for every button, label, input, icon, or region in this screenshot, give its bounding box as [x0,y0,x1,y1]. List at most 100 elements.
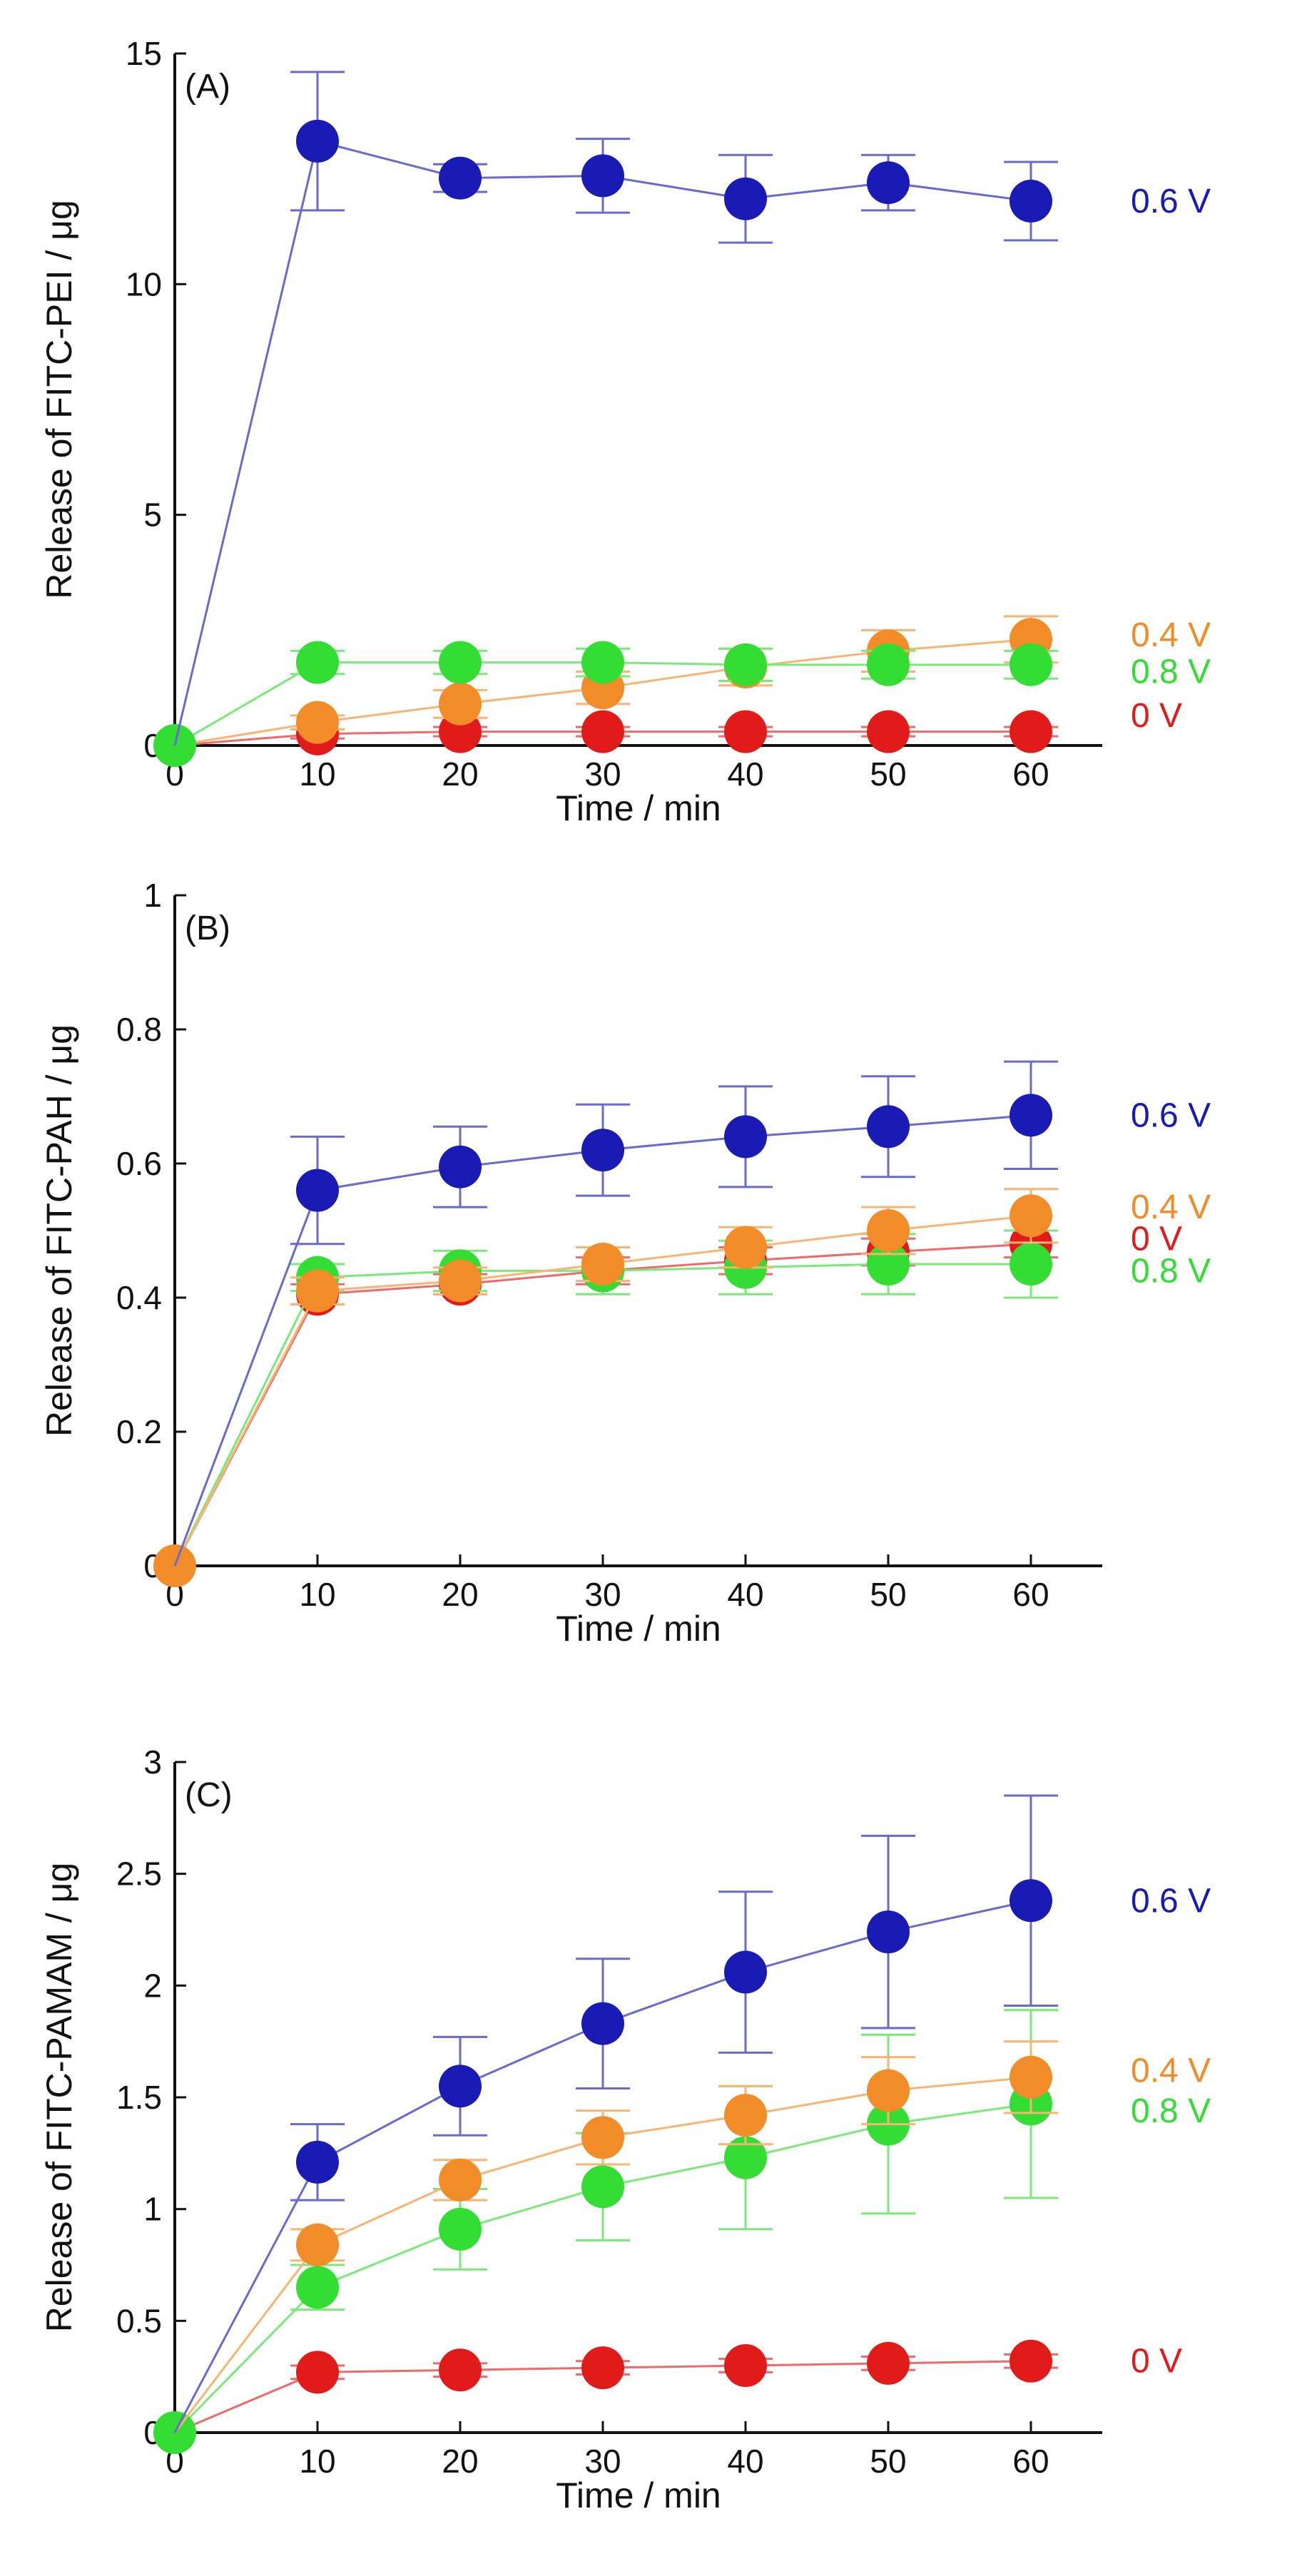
panel-c-series-0-6-v-point [439,2065,482,2108]
panel-b-series-0-8-v-label: 0.8 V [1131,1252,1211,1290]
panel-a-series-0-v-point [581,710,624,753]
panel-c-ytick-label: 1.5 [116,2079,162,2116]
panel-b-series-0-v-label: 0 V [1131,1220,1182,1258]
panel-c-series-0-v-point [867,2341,910,2385]
panel-a-series-0-8-v-point [296,641,339,684]
panel-b-series-0-6-v-point [724,1115,767,1159]
panel-c-ytick-label: 2 [143,1967,162,2004]
panel-b-series-0-4-v-point [724,1226,767,1269]
panel-c-series-0-4-v-point [1009,2055,1052,2099]
panel-c-ytick-label: 3 [143,1743,162,1781]
panel-c-xtick-label: 50 [870,2443,906,2480]
panel-a-series-0-v-label: 0 V [1131,697,1182,735]
panel-a-xtick-label: 60 [1012,755,1049,793]
panel-a-series-0-4-v-label: 0.4 V [1131,616,1211,654]
panel-b-xtick-label: 40 [727,1576,763,1613]
panel-b-xtick-label: 50 [870,1576,906,1613]
panel-b-series-0-6-v-point [439,1145,482,1188]
panel-c-series-0-4-v-point [724,2094,767,2137]
panel-b-series-0-6-v-point [581,1129,624,1172]
panel-a-series-0-6-v: 0.6 V [173,71,1211,746]
panel-b-ytick-label: 0.4 [116,1279,162,1316]
panel-c-series-0-4-v: 0.4 V [173,2040,1211,2433]
panel-a-ytick-label: 5 [143,497,162,534]
panel-c-series-0-6-v: 0.6 V [173,1794,1211,2433]
panel-a-series-0-6-v-point [581,154,624,198]
panel-a-x-axis-title: Time / min [556,788,721,828]
panel-a-series-0-8-v-point [439,641,482,684]
panel-c-series-0-8-v-point [581,2165,624,2209]
panel-c-series-0-8-v-point [439,2207,482,2251]
panel-c-x-axis-title: Time / min [556,2475,721,2515]
panel-a-series-0-4-v-point [439,682,482,726]
panel-c-series-0-6-v-point [867,1910,910,1954]
panel-c-series-0-8-v-point [296,2266,339,2309]
panel-c-series-0-4-v-point [439,2158,482,2201]
panel-b-y-axis-title: Release of FITC-PAH / μg [39,1024,79,1437]
panel-a-xtick-label: 10 [299,755,335,793]
panel-b-series-0-6-v: 0.6 V [173,1060,1211,1567]
panel-a-xtick-label: 30 [584,755,621,793]
panel-c-label: (C) [185,1776,233,1814]
panel-b-series-0-4-v-point [867,1209,910,1252]
panel-c-xtick-label: 20 [442,2443,478,2480]
panel-b-ytick-label: 0.6 [116,1145,162,1182]
panel-c-series-0-v-point [1009,2339,1052,2383]
panel-b-ytick-label: 0.2 [116,1413,162,1450]
panel-c-series-0-6-v-point [724,1950,767,1994]
panel-b-series-0-6-v-point [296,1169,339,1212]
panel-c-xtick-label: 60 [1012,2443,1049,2480]
panel-a-series-0-4-v-point [296,701,339,744]
panel-c-xtick-label: 30 [584,2443,621,2480]
panel-b-series-0-8-v-point [1009,1243,1052,1286]
panel-a-series-0-6-v-point [724,177,767,220]
panel-b-series-0-4-v: 0.4 V [153,1188,1211,1587]
panel-a-xtick-label: 20 [442,755,478,793]
panel-c-ytick-label: 0.5 [116,2302,162,2339]
panel-c-xtick-label: 10 [299,2443,335,2480]
panel-b-ytick-label: 1 [143,877,162,914]
panel-a-series-0-v-point [724,710,767,753]
panel-a-series-0-6-v-point [439,156,482,200]
panel-b-series-0-6-v-point [1009,1094,1052,1137]
panel-a-series-0-8-v-label: 0.8 V [1131,653,1211,691]
panel-b-xtick-label: 20 [442,1576,478,1613]
panel-b-xtick-label: 30 [584,1576,621,1613]
panel-a-series-0-8-v-point [1009,643,1052,686]
panel-b-series-0-4-v-point [581,1243,624,1286]
panel-c-series-0-4-v-point [581,2116,624,2159]
panel-c-series-0-8-v-label: 0.8 V [1131,2092,1211,2130]
panel-a-series-0-6-v-point [296,119,339,163]
panel-a-xtick-label: 40 [727,755,763,793]
panel-b-x-axis-title: Time / min [556,1609,721,1649]
panel-b-series-0-4-v-point [439,1259,482,1303]
panel-c-series-0-v-point [581,2346,624,2390]
panel-c-series-0-v-point [439,2348,482,2392]
panel-c-y-axis-title: Release of FITC-PAMAM / μg [39,1863,79,2333]
panel-c-xtick-label: 40 [727,2443,763,2480]
panel-a-ytick-label: 15 [126,35,162,72]
panel-c-series-0-6-v-point [581,2002,624,2045]
panel-c-series-0-v-label: 0 V [1131,2343,1182,2381]
panel-a-series-0-8-v-point [867,643,910,686]
panel-c-series-0-6-v-point [1009,1879,1052,1923]
panel-a-series-0-6-v-point [1009,179,1052,223]
panel-b-xtick-label: 60 [1012,1576,1049,1613]
panel-c-series-0-4-v-point [867,2069,910,2112]
panel-a-series-0-v-point [1009,710,1052,753]
panel-a-series-0-8-v: 0.8 V [153,641,1211,767]
panel-c-series-0-8-v-point [724,2136,767,2179]
panel-a-series-0-8-v-point [581,641,624,684]
panel-b-series-0-6-v-point [867,1105,910,1149]
panel-b-ytick-label: 0.8 [116,1011,162,1048]
panel-c-ytick-label: 2.5 [116,1855,162,1893]
panel-b-series-0-6-v-label: 0.6 V [1131,1096,1211,1134]
panel-c-series-0-4-v-point [296,2223,339,2266]
panel-b-label: (B) [185,910,230,947]
panel-c-series-0-v: 0 V [174,2339,1182,2434]
panel-b-series-0-4-v-label: 0.4 V [1131,1188,1211,1226]
panel-a-xtick-label: 50 [870,755,906,793]
